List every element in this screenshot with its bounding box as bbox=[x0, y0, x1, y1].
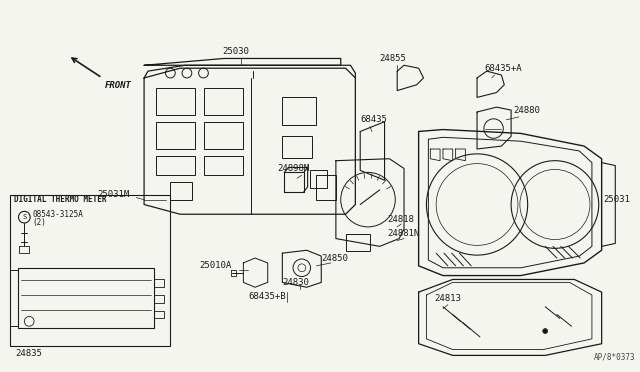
Bar bbox=[310, 170, 327, 188]
Bar bbox=[10, 195, 170, 346]
Text: 24813: 24813 bbox=[434, 294, 461, 304]
Text: 25030: 25030 bbox=[222, 47, 249, 56]
Bar bbox=[204, 156, 243, 175]
Bar bbox=[316, 175, 336, 200]
Bar bbox=[204, 88, 243, 115]
Text: AP/8*0373: AP/8*0373 bbox=[594, 353, 636, 362]
Text: 25031: 25031 bbox=[604, 195, 630, 204]
Text: 24880: 24880 bbox=[513, 106, 540, 115]
Text: 25010A: 25010A bbox=[200, 262, 232, 270]
Bar bbox=[17, 268, 154, 328]
Text: 24835: 24835 bbox=[16, 349, 43, 358]
Text: 68435: 68435 bbox=[360, 115, 387, 124]
Text: (2): (2) bbox=[32, 218, 46, 228]
Bar bbox=[282, 97, 316, 125]
Text: 24881N: 24881N bbox=[387, 229, 420, 238]
Bar bbox=[170, 182, 192, 200]
Text: FRONT: FRONT bbox=[105, 81, 132, 90]
Text: 68435+A: 68435+A bbox=[485, 64, 522, 73]
Bar bbox=[156, 122, 195, 149]
Bar bbox=[204, 122, 243, 149]
Text: 24830: 24830 bbox=[282, 278, 309, 287]
Text: S: S bbox=[22, 214, 26, 220]
Text: 24850: 24850 bbox=[321, 254, 348, 263]
Text: 68435+B: 68435+B bbox=[248, 292, 286, 301]
Text: 24855: 24855 bbox=[380, 54, 406, 63]
Bar bbox=[156, 88, 195, 115]
Text: 25031M: 25031M bbox=[97, 190, 130, 199]
Bar bbox=[282, 137, 312, 158]
Bar bbox=[156, 156, 195, 175]
Circle shape bbox=[543, 328, 548, 333]
Bar bbox=[346, 234, 370, 251]
Text: DIGITAL THERMO METER: DIGITAL THERMO METER bbox=[13, 195, 106, 204]
Text: 24898M: 24898M bbox=[278, 164, 310, 173]
Text: 08543-3125A: 08543-3125A bbox=[32, 210, 83, 219]
Text: 24818: 24818 bbox=[387, 215, 414, 224]
